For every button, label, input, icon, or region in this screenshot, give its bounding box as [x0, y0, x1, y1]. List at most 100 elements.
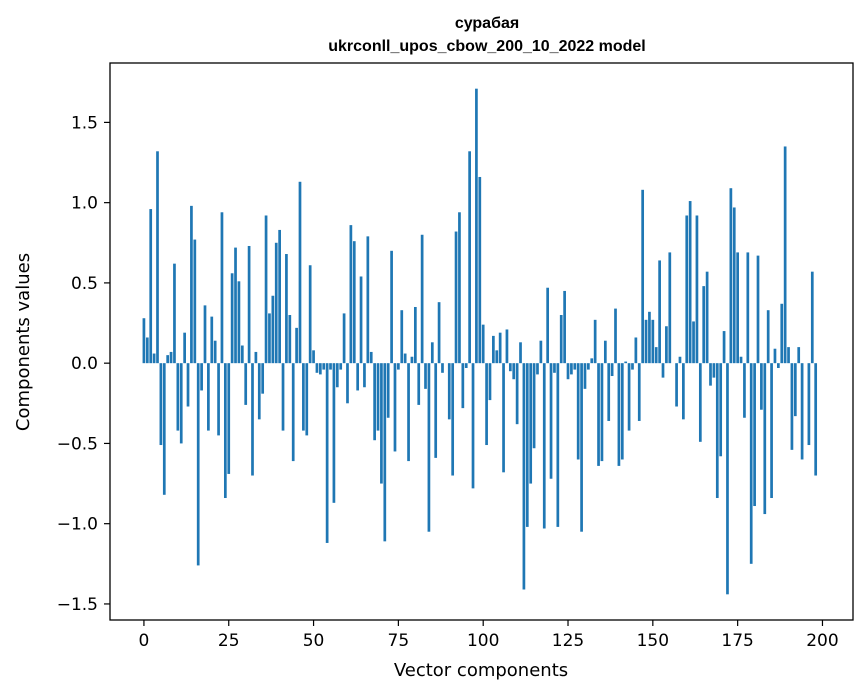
bar: [234, 247, 237, 364]
x-ticks-group: 0 25 50 75 100 125 150 175 200: [139, 620, 839, 651]
bar: [644, 319, 648, 364]
bar: [339, 363, 343, 370]
bar: [223, 363, 227, 499]
bar: [383, 363, 387, 542]
bar: [682, 363, 685, 420]
bar: [302, 363, 305, 431]
bar: [515, 363, 519, 425]
bar: [760, 363, 763, 410]
bar: [536, 363, 539, 375]
bar: [505, 329, 509, 364]
bar: [264, 215, 268, 364]
bar: [393, 363, 397, 452]
bar: [207, 363, 210, 431]
bar: [332, 363, 336, 503]
bar: [627, 363, 631, 431]
bar: [712, 363, 716, 378]
bar: [519, 342, 522, 364]
bar: [352, 241, 356, 364]
bar: [149, 209, 153, 364]
bar: [437, 302, 441, 364]
bar: [159, 363, 163, 446]
y-tick-label: −1.0: [57, 515, 98, 535]
bar: [288, 315, 292, 364]
bar: [603, 340, 607, 364]
bar: [162, 363, 166, 495]
bar: [685, 215, 689, 364]
y-tick-label: 1.5: [71, 113, 98, 133]
bar: [787, 347, 790, 364]
bar: [447, 363, 451, 420]
bar: [458, 212, 461, 364]
bar: [318, 363, 322, 375]
bar: [478, 176, 482, 364]
bar: [386, 363, 390, 418]
bar: [532, 363, 536, 449]
bar: [566, 363, 570, 380]
bar: [169, 351, 173, 364]
bar: [800, 363, 804, 460]
bar: [481, 324, 485, 364]
bar: [780, 303, 784, 364]
bar: [488, 363, 492, 401]
x-axis-label: Vector components: [394, 660, 568, 681]
x-tick-label: 175: [721, 631, 753, 651]
bars-group: [142, 88, 818, 595]
bar: [261, 363, 265, 394]
bar: [546, 287, 550, 364]
bar: [705, 271, 709, 364]
bar: [556, 363, 560, 527]
bar: [743, 363, 746, 418]
bar: [810, 271, 814, 364]
bar: [441, 363, 444, 373]
bar: [631, 363, 634, 370]
bar: [373, 363, 376, 441]
bar: [305, 363, 309, 436]
bar: [719, 363, 723, 457]
bar: [203, 305, 207, 364]
bar: [498, 332, 502, 364]
x-tick-label: 50: [303, 631, 325, 651]
bar: [227, 363, 231, 474]
bar: [766, 310, 770, 364]
bar: [570, 363, 573, 375]
bar: [492, 335, 495, 364]
bar: [244, 363, 248, 405]
bar: [403, 353, 407, 364]
bar: [763, 363, 767, 515]
bar: [424, 363, 427, 389]
bar: [502, 363, 505, 473]
bar: [254, 351, 258, 364]
bar: [576, 363, 580, 460]
chart-title-line-2: ukrconll_upos_cbow_200_10_2022 model: [328, 38, 645, 55]
x-tick-label: 200: [806, 631, 838, 651]
bar: [363, 363, 366, 388]
bar: [413, 306, 417, 364]
bar: [559, 315, 563, 364]
x-tick-label: 0: [139, 631, 150, 651]
bar: [285, 254, 288, 364]
bar: [369, 351, 373, 364]
bar: [695, 215, 699, 364]
bar: [397, 363, 400, 370]
bar: [522, 363, 526, 590]
bar: [539, 340, 543, 364]
bar: [173, 263, 176, 364]
bar: [583, 363, 587, 389]
x-tick-label: 125: [552, 631, 584, 651]
bar: [722, 331, 726, 364]
bar: [773, 348, 777, 364]
bar: [749, 363, 753, 564]
bar: [410, 356, 414, 364]
bar: [179, 363, 183, 444]
y-tick-label: 1.0: [71, 194, 98, 214]
bar: [420, 234, 424, 364]
bar: [359, 276, 363, 364]
bar: [247, 245, 251, 364]
bar: [434, 363, 438, 458]
bar: [240, 345, 244, 364]
bar: [739, 356, 743, 364]
bar: [230, 273, 234, 364]
bar: [356, 363, 360, 391]
